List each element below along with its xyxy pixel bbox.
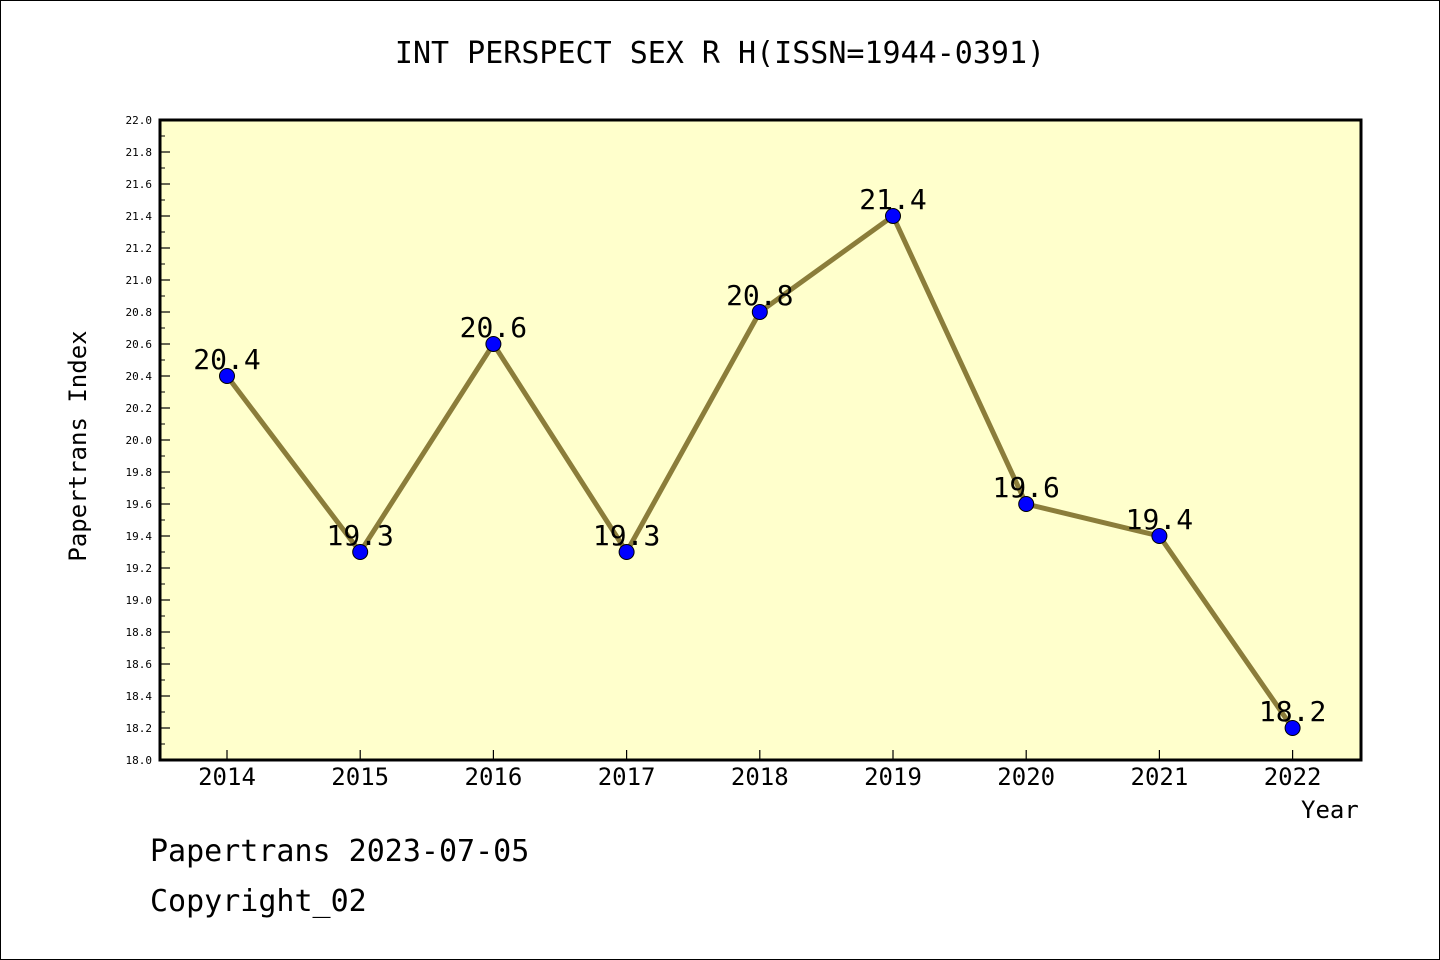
x-tick-label: 2014 — [198, 763, 256, 791]
data-point — [1284, 720, 1301, 736]
y-tick-label: 18.4 — [126, 690, 153, 703]
data-point — [485, 336, 502, 352]
x-tick-label: 2015 — [331, 763, 389, 791]
x-tick-label: 2020 — [997, 763, 1055, 791]
data-label: 18.2 — [1259, 695, 1326, 728]
y-tick-label: 21.0 — [126, 274, 153, 287]
y-tick-label: 20.0 — [126, 434, 153, 447]
y-tick-label: 21.8 — [126, 146, 153, 159]
y-tick-label: 19.8 — [126, 466, 153, 479]
data-point — [618, 544, 635, 560]
data-label: 19.3 — [593, 519, 660, 552]
x-tick-label: 2019 — [864, 763, 922, 791]
data-label: 20.8 — [726, 279, 793, 312]
y-tick-label: 21.4 — [126, 210, 153, 223]
y-tick-label: 21.2 — [126, 242, 153, 255]
x-tick-label: 2022 — [1264, 763, 1322, 791]
y-tick-label: 20.6 — [126, 338, 153, 351]
y-tick-label: 19.0 — [126, 594, 153, 607]
y-tick-label: 19.2 — [126, 562, 153, 575]
data-label: 20.4 — [193, 343, 260, 376]
x-axis-label: Year — [1301, 796, 1359, 824]
x-tick-label: 2021 — [1131, 763, 1189, 791]
data-label: 21.4 — [859, 183, 926, 216]
data-label: 20.6 — [460, 311, 527, 344]
x-tick-label: 2016 — [465, 763, 523, 791]
data-label: 19.6 — [992, 471, 1059, 504]
y-tick-label: 18.2 — [126, 722, 153, 735]
data-point — [1018, 496, 1035, 512]
x-tick-label: 2017 — [598, 763, 656, 791]
footer-date: Papertrans 2023-07-05 — [150, 834, 530, 869]
y-tick-label: 18.6 — [126, 658, 153, 671]
plot-area — [158, 118, 1363, 762]
data-point — [219, 368, 235, 384]
y-tick-label: 18.0 — [126, 754, 153, 767]
y-tick-label: 20.8 — [126, 306, 153, 319]
data-point — [885, 208, 901, 224]
footer-copyright: Copyright_02 — [150, 884, 367, 919]
chart-title: INT PERSPECT SEX R H(ISSN=1944-0391) — [394, 36, 1046, 71]
data-label: 19.4 — [1126, 503, 1193, 536]
x-tick-label: 2018 — [731, 763, 789, 791]
y-tick-label: 20.4 — [126, 370, 153, 383]
y-tick-label: 19.6 — [126, 498, 153, 511]
data-point — [1151, 528, 1168, 544]
y-tick-label: 19.4 — [126, 530, 153, 543]
y-tick-label: 21.6 — [126, 178, 153, 191]
y-tick-label: 20.2 — [126, 402, 153, 415]
y-tick-label: 18.8 — [126, 626, 153, 639]
data-label: 19.3 — [326, 519, 393, 552]
data-point — [352, 544, 369, 560]
y-tick-label: 22.0 — [126, 114, 153, 127]
data-point — [751, 304, 768, 320]
